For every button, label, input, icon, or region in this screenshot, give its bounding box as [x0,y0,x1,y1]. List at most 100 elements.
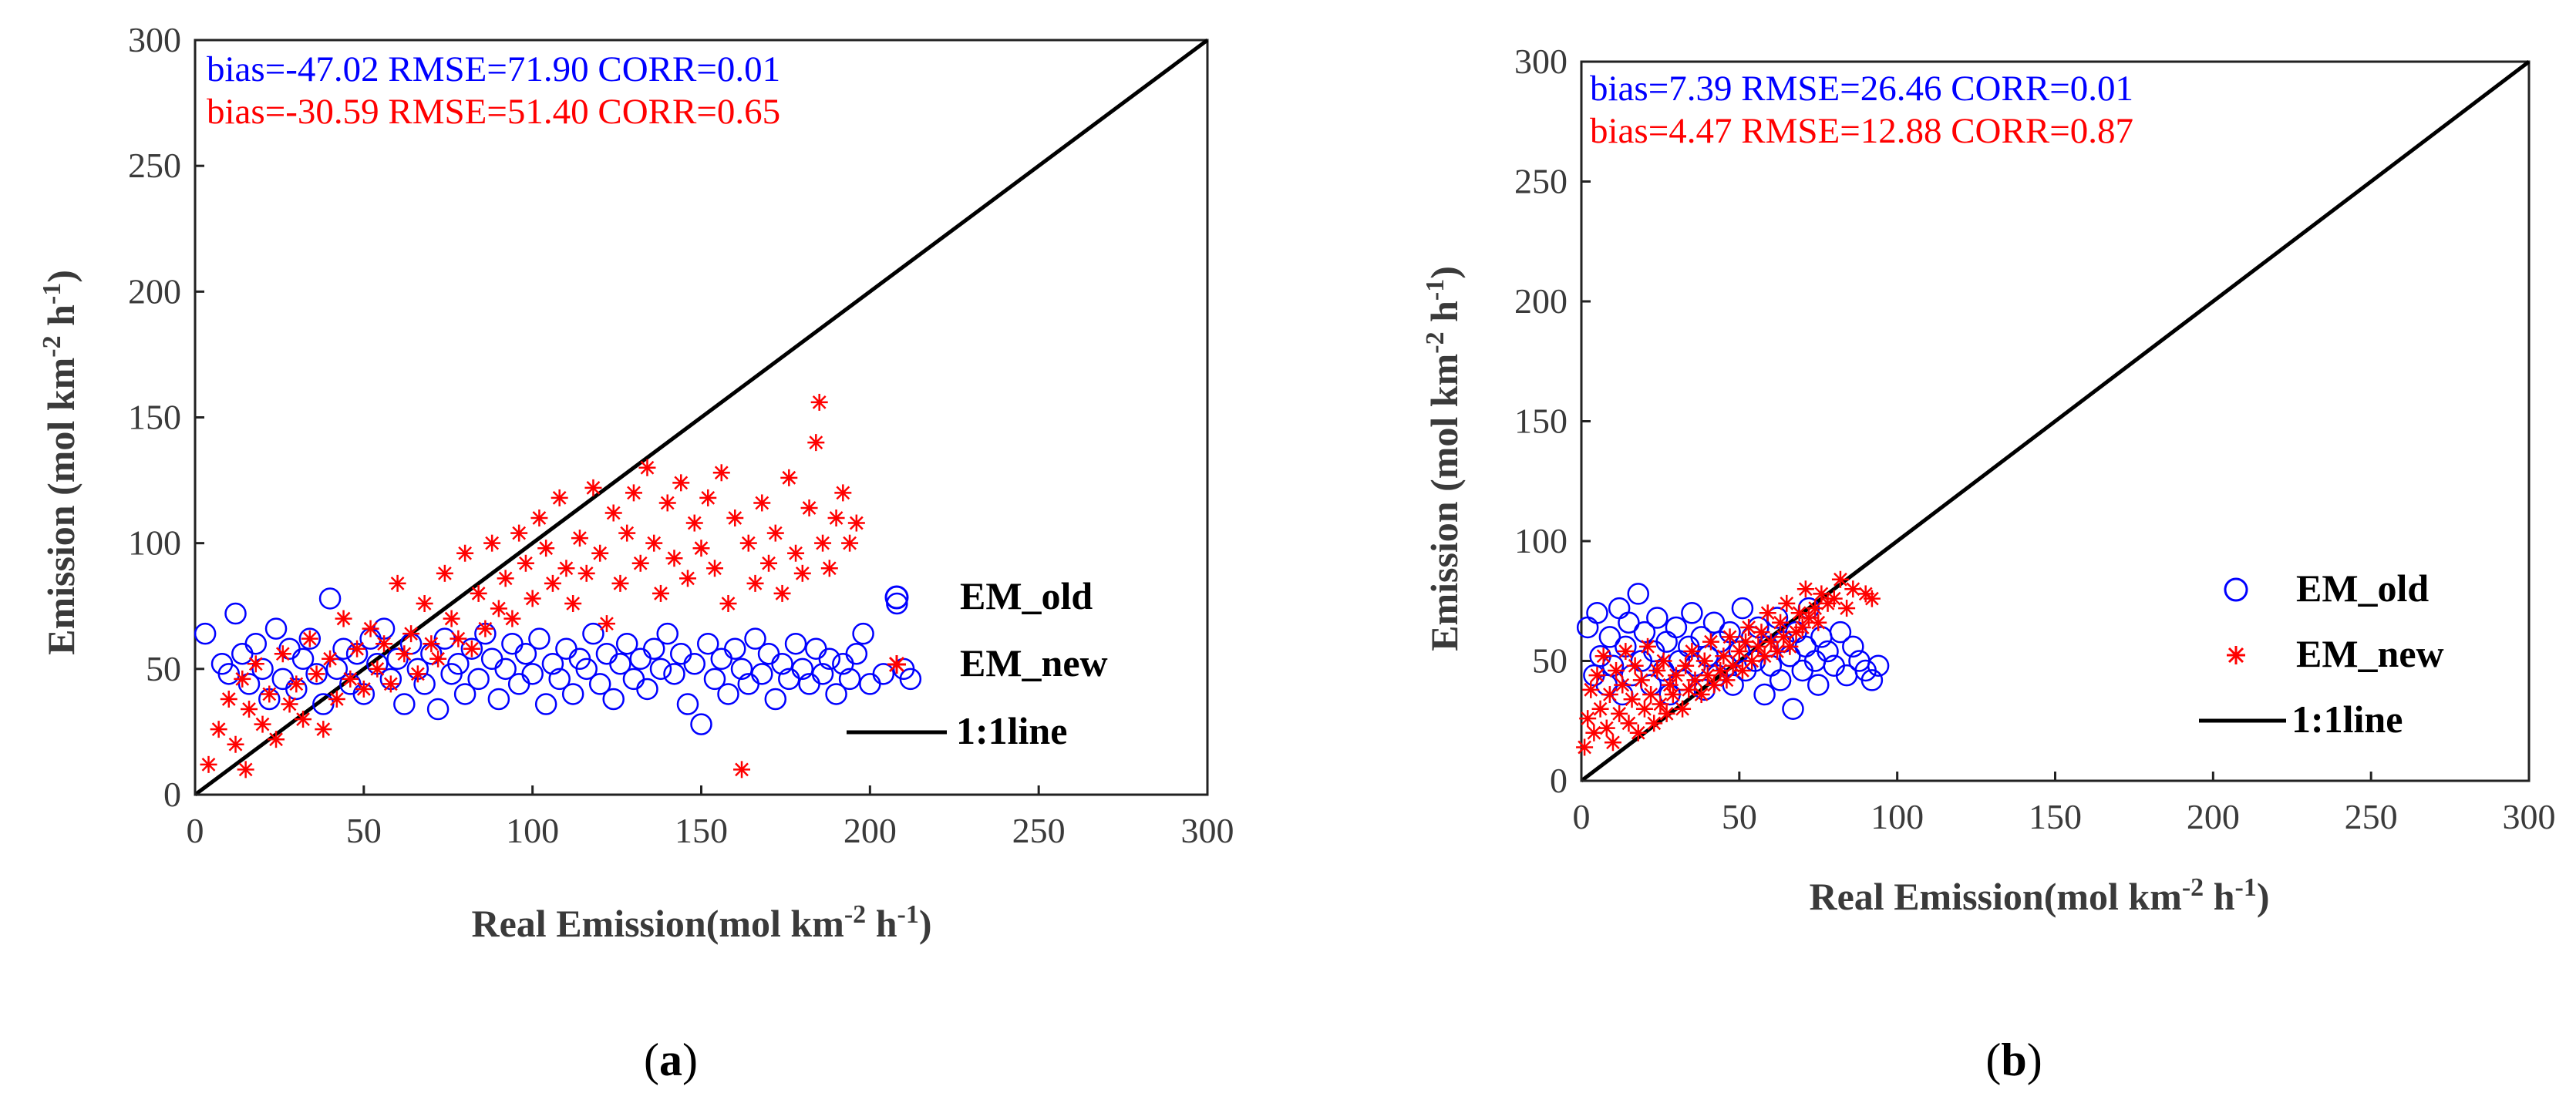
em-new-point [1683,643,1701,661]
stat-line-new-b: bias=4.47 RMSE=12.88 CORR=0.87 [1590,111,2133,151]
em-new-point [820,560,838,577]
one-to-one-line-a [194,38,1209,797]
em-new-point [780,469,798,486]
em-new-point [490,600,507,617]
em-old-point [1782,698,1804,720]
em-new-point [1692,686,1710,704]
em-old-point [224,602,247,625]
em-new-point [1749,637,1767,655]
em-new-point [342,670,359,688]
em-new-point [1796,580,1814,598]
em-new-point [1781,637,1799,655]
em-new-point [665,550,683,567]
em-new-point [760,554,778,572]
em-new-point [355,680,372,698]
em-new-point [638,459,656,476]
em-new-point [1680,681,1698,698]
em-old-point [649,657,672,681]
em-new-point [1762,633,1780,651]
em-new-point [443,610,460,627]
em-new-point [315,721,332,738]
em-new-point [1706,676,1723,694]
em-old-point [1598,626,1621,648]
em-new-points-a [200,393,865,778]
em-old-point [528,627,551,650]
em-old-point [602,688,625,711]
x-axis-label-b: Real Emission(mol km-2 h-1) [1810,873,2270,918]
x-tick-label: 250 [2345,797,2398,836]
em-new-point [726,509,744,527]
em-old-point [697,632,719,655]
em-new-point [1695,652,1713,670]
em-old-point [656,622,679,645]
em-new-point [1632,671,1650,689]
em-new-point [362,620,379,637]
em-new-point [672,474,690,492]
em-old-point [764,688,787,711]
em-old-point [899,668,922,691]
y-ticks-b: 0 50 100 150 200 250 300 [1514,42,1591,800]
em-new-point [210,721,227,738]
em-old-point [784,632,807,655]
em-old-point [818,647,841,671]
em-new-point [1579,710,1597,728]
stat-line-old-a: bias=-47.02 RMSE=71.90 CORR=0.01 [207,49,780,89]
em-new-point [739,534,757,552]
em-old-point [264,617,288,640]
stat-line-old-b: bias=7.39 RMSE=26.46 CORR=0.01 [1590,69,2133,109]
y-tick-label: 200 [1514,281,1567,321]
x-tick-label: 50 [346,811,382,850]
em-new-point [598,615,615,633]
y-axis-label-a: Emission (mol km-2 h-1) [38,270,82,655]
em-new-point [706,560,724,577]
legend-old-marker-a [884,585,909,610]
em-new-point [1737,633,1755,651]
em-new-point [733,761,751,778]
x-axis-label-a: Real Emission(mol km-2 h-1) [472,900,932,945]
em-old-point [386,647,409,671]
em-new-point [382,675,399,693]
legend-line-label-b: 1:1line [2291,698,2403,741]
y-axis-label-b: Emission (mol km-2 h-1) [1421,266,1466,651]
em-old-point [494,657,517,681]
x-tick-label: 300 [2503,797,2556,836]
em-old-point [690,713,712,735]
em-new-point [328,690,345,708]
em-old-point [291,647,315,671]
panel-b: bias=7.39 RMSE=26.46 CORR=0.01 bias=4.47… [1421,42,2556,1085]
em-new-point [658,494,676,512]
em-old-point [217,663,241,685]
em-new-point [1699,667,1716,684]
em-new-point [322,650,339,668]
panel-a: bias=-47.02 RMSE=71.90 CORR=0.01 bias=-3… [38,20,1234,1085]
em-old-point [1665,616,1688,639]
em-new-point [1730,643,1748,661]
em-old-point [541,653,564,675]
em-old-point [615,632,638,655]
em-new-point [1807,600,1824,617]
em-new-point [537,540,555,557]
em-old-point [771,653,793,675]
x-tick-label: 150 [2029,797,2082,836]
x-tick-label: 300 [1181,811,1234,850]
em-new-point [1772,614,1790,631]
em-new-point [450,630,467,647]
x-tick-label: 100 [1871,797,1924,836]
em-new-point [1601,686,1618,704]
x-tick-label: 0 [1573,797,1591,836]
em-old-point [548,668,571,691]
em-new-point [1645,715,1663,732]
em-old-point [1842,635,1864,658]
em-old-point [1681,602,1703,624]
em-old-point [514,643,537,665]
em-new-point [557,560,575,577]
em-old-point [838,668,861,691]
em-new-point [220,690,237,708]
em-new-point [1639,637,1657,655]
em-old-point [642,637,665,660]
em-new-point [497,570,514,587]
em-new-point [766,524,784,542]
em-new-point [375,635,393,653]
em-new-point [1844,580,1862,598]
